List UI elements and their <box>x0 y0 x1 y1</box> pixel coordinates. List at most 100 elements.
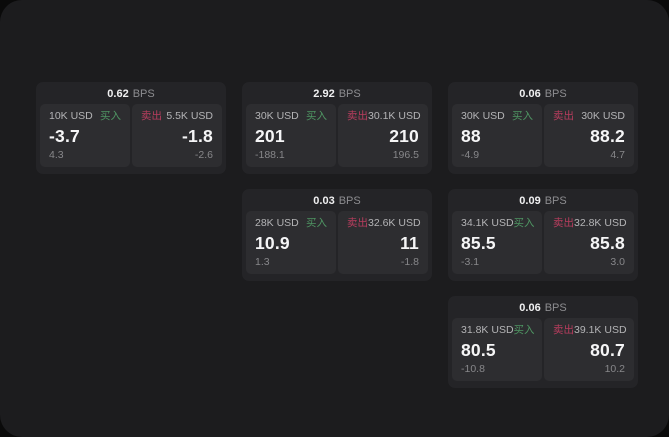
buy-price: -3.7 <box>49 125 80 146</box>
sell-size-label: 32.8K USD <box>574 217 627 229</box>
buy-panel[interactable]: 30K USD 买入 201 -188.1 <box>246 104 336 167</box>
sell-panel[interactable]: 卖出 5.5K USD -1.8 -2.6 <box>132 104 222 167</box>
sell-panel[interactable]: 卖出 32.6K USD 11 -1.8 <box>338 211 428 274</box>
buy-tag: 买入 <box>512 110 533 122</box>
buy-panel-top: 34.1K USD 买入 <box>461 217 535 229</box>
buy-size-label: 31.8K USD <box>461 324 514 336</box>
buy-sub-value: -3.1 <box>461 256 480 268</box>
spread-bps-value: 0.06 <box>519 87 541 100</box>
buy-sub-value: -4.9 <box>461 149 480 161</box>
sell-sub-value: 3.0 <box>610 256 625 268</box>
spread-bps-unit: BPS <box>338 194 361 207</box>
buy-panel-top: 31.8K USD 买入 <box>461 324 535 336</box>
spread-bps-value: 0.03 <box>313 194 335 207</box>
sell-size-label: 32.6K USD <box>368 217 421 229</box>
quote-card: 0.62 BPS 10K USD 买入 -3.7 4.3 卖出 5.5K USD -1.8 -2.… <box>36 82 226 174</box>
buy-panel-top: 30K USD 买入 <box>461 111 533 122</box>
spread-bps-unit: BPS <box>544 301 567 314</box>
buy-panel[interactable]: 34.1K USD 买入 85.5 -3.1 <box>452 211 542 274</box>
buy-sub-value: 4.3 <box>49 149 64 161</box>
sell-panel-top: 卖出 39.1K USD <box>553 324 627 336</box>
spread-bps-unit: BPS <box>544 87 567 100</box>
spread-header: 2.92 BPS <box>242 82 432 103</box>
spread-header: 0.62 BPS <box>36 82 226 103</box>
spread-bps-value: 0.62 <box>107 87 129 100</box>
sell-price: 11 <box>400 232 419 253</box>
buy-size-label: 28K USD <box>255 217 299 229</box>
sell-price: 80.7 <box>590 339 625 360</box>
sell-panel[interactable]: 卖出 39.1K USD 80.7 10.2 <box>544 318 634 381</box>
sell-size-label: 39.1K USD <box>574 324 627 336</box>
sell-panel[interactable]: 卖出 30.1K USD 210 196.5 <box>338 104 428 167</box>
buy-price: 80.5 <box>461 339 496 360</box>
sell-sub-value: -2.6 <box>194 149 213 161</box>
sell-sub-value: -1.8 <box>400 256 419 268</box>
sell-price: 85.8 <box>590 232 625 253</box>
buy-panel[interactable]: 10K USD 买入 -3.7 4.3 <box>40 104 130 167</box>
card-body: 30K USD 买入 88 -4.9 卖出 30K USD 88.2 4.7 <box>452 104 634 167</box>
spread-header: 0.09 BPS <box>448 189 638 210</box>
card-body: 30K USD 买入 201 -188.1 卖出 30.1K USD 210 196.5 <box>246 104 428 167</box>
spread-bps-value: 0.09 <box>519 194 541 207</box>
sell-price: 88.2 <box>590 125 625 146</box>
sell-tag: 卖出 <box>347 217 368 229</box>
buy-panel-top: 10K USD 买入 <box>49 111 121 122</box>
buy-sub-value: -188.1 <box>255 149 285 161</box>
buy-price: 201 <box>255 125 285 146</box>
sell-panel-top: 卖出 5.5K USD <box>141 111 213 122</box>
sell-size-label: 30K USD <box>581 110 625 122</box>
buy-panel[interactable]: 30K USD 买入 88 -4.9 <box>452 104 542 167</box>
sell-tag: 卖出 <box>141 110 162 122</box>
sell-size-label: 5.5K USD <box>166 110 213 122</box>
sell-panel-top: 卖出 32.8K USD <box>553 217 627 229</box>
buy-size-label: 30K USD <box>255 110 299 122</box>
sell-tag: 卖出 <box>347 110 368 122</box>
spread-bps-value: 2.92 <box>313 87 335 100</box>
buy-tag: 买入 <box>306 110 327 122</box>
sell-tag: 卖出 <box>553 324 574 336</box>
sell-sub-value: 196.5 <box>392 149 419 161</box>
buy-price: 85.5 <box>461 232 496 253</box>
card-body: 31.8K USD 买入 80.5 -10.8 卖出 39.1K USD 80.7 10.2 <box>452 318 634 381</box>
quote-card: 0.06 BPS 30K USD 买入 88 -4.9 卖出 30K USD 88.2 4.7 <box>448 82 638 174</box>
buy-sub-value: -10.8 <box>461 363 485 375</box>
buy-size-label: 10K USD <box>49 110 93 122</box>
sell-panel[interactable]: 卖出 30K USD 88.2 4.7 <box>544 104 634 167</box>
buy-panel[interactable]: 31.8K USD 买入 80.5 -10.8 <box>452 318 542 381</box>
spread-bps-value: 0.06 <box>519 301 541 314</box>
spread-header: 0.06 BPS <box>448 296 638 317</box>
sell-panel-top: 卖出 30K USD <box>553 111 625 122</box>
buy-panel-top: 28K USD 买入 <box>255 218 327 229</box>
card-body: 10K USD 买入 -3.7 4.3 卖出 5.5K USD -1.8 -2.6 <box>40 104 222 167</box>
sell-panel-top: 卖出 30.1K USD <box>347 110 421 122</box>
sell-tag: 卖出 <box>553 217 574 229</box>
buy-size-label: 30K USD <box>461 110 505 122</box>
buy-price: 88 <box>461 125 481 146</box>
buy-tag: 买入 <box>513 217 535 229</box>
spread-bps-unit: BPS <box>544 194 567 207</box>
sell-sub-value: 4.7 <box>610 149 625 161</box>
spread-bps-unit: BPS <box>132 87 155 100</box>
buy-panel[interactable]: 28K USD 买入 10.9 1.3 <box>246 211 336 274</box>
quote-card: 0.06 BPS 31.8K USD 买入 80.5 -10.8 卖出 39.1K USD 80… <box>448 296 638 388</box>
sell-price: -1.8 <box>182 125 213 146</box>
sell-panel-top: 卖出 32.6K USD <box>347 217 421 229</box>
spread-header: 0.03 BPS <box>242 189 432 210</box>
sell-sub-value: 10.2 <box>604 363 625 375</box>
sell-panel[interactable]: 卖出 32.8K USD 85.8 3.0 <box>544 211 634 274</box>
sell-size-label: 30.1K USD <box>368 110 421 122</box>
card-body: 34.1K USD 买入 85.5 -3.1 卖出 32.8K USD 85.8 3.0 <box>452 211 634 274</box>
spread-header: 0.06 BPS <box>448 82 638 103</box>
spread-bps-unit: BPS <box>338 87 361 100</box>
buy-panel-top: 30K USD 买入 <box>255 111 327 122</box>
buy-price: 10.9 <box>255 232 290 253</box>
buy-size-label: 34.1K USD <box>461 217 514 229</box>
quote-card: 0.03 BPS 28K USD 买入 10.9 1.3 卖出 32.6K USD 11 -1.8 <box>242 189 432 281</box>
buy-tag: 买入 <box>100 110 121 122</box>
sell-tag: 卖出 <box>553 110 574 122</box>
sell-price: 210 <box>389 125 419 146</box>
buy-tag: 买入 <box>513 324 535 336</box>
quote-card: 2.92 BPS 30K USD 买入 201 -188.1 卖出 30.1K USD 210 1… <box>242 82 432 174</box>
